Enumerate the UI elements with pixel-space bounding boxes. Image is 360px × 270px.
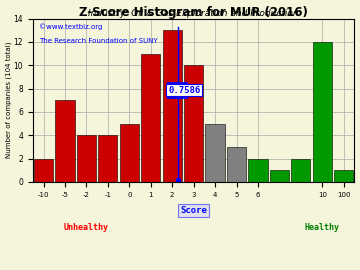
Bar — [98, 135, 117, 182]
Y-axis label: Number of companies (104 total): Number of companies (104 total) — [5, 42, 12, 158]
Text: The Research Foundation of SUNY: The Research Foundation of SUNY — [39, 38, 158, 44]
Text: 0.7586: 0.7586 — [168, 86, 200, 95]
Text: Unhealthy: Unhealthy — [64, 223, 109, 232]
Bar — [312, 42, 332, 182]
Text: ©www.textbiz.org: ©www.textbiz.org — [39, 23, 103, 30]
Bar — [141, 53, 161, 182]
Bar — [270, 170, 289, 182]
Text: Industry: Oil & Gas Exploration and Production: Industry: Oil & Gas Exploration and Prod… — [88, 9, 299, 18]
Bar — [206, 124, 225, 182]
Text: Score: Score — [180, 206, 207, 215]
Bar — [34, 158, 53, 182]
Bar — [227, 147, 246, 182]
Title: Z-Score Histogram for MUR (2016): Z-Score Histogram for MUR (2016) — [79, 6, 308, 19]
Bar — [184, 65, 203, 182]
Bar — [248, 158, 267, 182]
Bar — [77, 135, 96, 182]
Text: Healthy: Healthy — [305, 223, 340, 232]
Bar — [291, 158, 310, 182]
Bar — [334, 170, 354, 182]
Bar — [55, 100, 75, 182]
Bar — [120, 124, 139, 182]
Bar — [162, 30, 182, 182]
